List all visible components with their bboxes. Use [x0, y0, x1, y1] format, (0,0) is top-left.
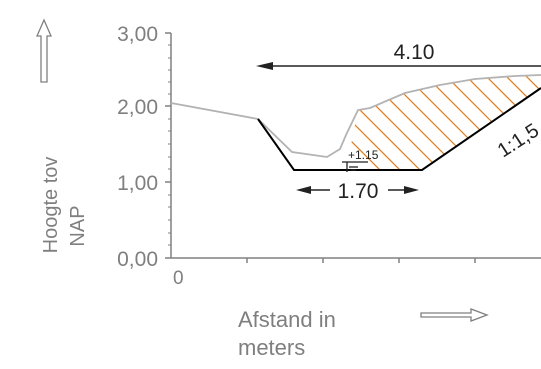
water-level-label: +1.15 — [348, 148, 379, 162]
y-tick-label-3: 3,00 — [117, 23, 158, 46]
x-origin-label: 0 — [173, 268, 184, 289]
y-tick-label-0: 0,00 — [117, 248, 158, 271]
existing-profile-line — [170, 74, 541, 158]
slope-label: 1:1,5 — [494, 120, 541, 163]
y-minor-ticks — [168, 44, 171, 246]
bottom-width-arrowhead-left — [296, 186, 311, 194]
bottom-width-arrowhead-right — [404, 186, 419, 194]
bottom-width-label: 1.70 — [338, 180, 379, 203]
x-axis-title-line1: Afstand in — [238, 307, 336, 332]
y-tick-label-1: 1,00 — [117, 172, 158, 195]
x-axis-title-line2: meters — [238, 335, 305, 360]
water-level-marker — [342, 161, 368, 172]
total-width-arrowhead — [256, 62, 273, 70]
up-arrow-icon — [36, 18, 52, 83]
y-axis-title-line1: Hoogte tov — [40, 157, 62, 254]
x-ticks — [246, 258, 476, 263]
y-axis-title-line2: NAP — [67, 205, 89, 246]
right-arrow-icon — [420, 308, 489, 322]
y-tick-label-2: 2,00 — [117, 96, 158, 119]
total-width-label: 4.10 — [394, 41, 435, 64]
design-profile-line — [257, 87, 541, 171]
